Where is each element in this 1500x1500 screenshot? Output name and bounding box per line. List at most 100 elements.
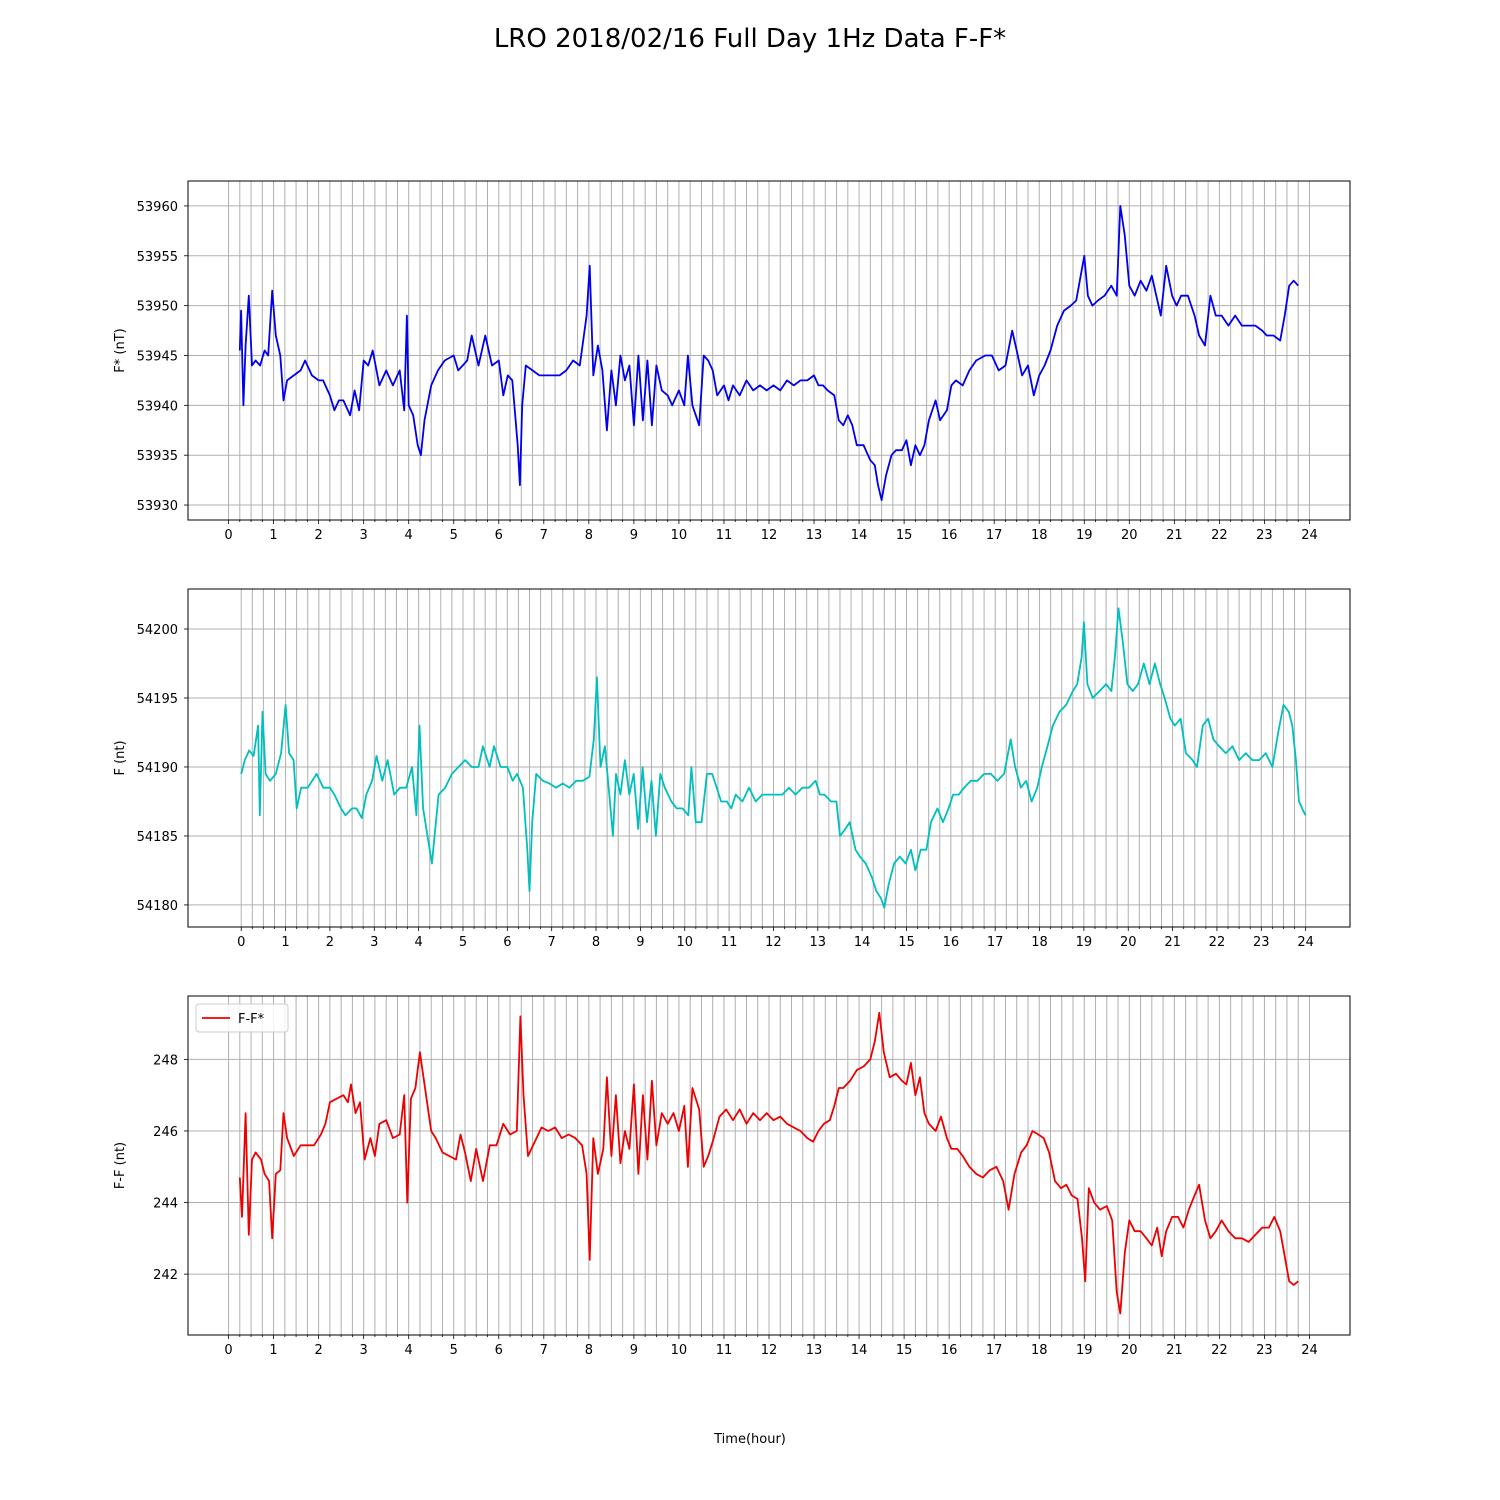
x-tick-label: 2 [314, 1343, 322, 1358]
f-star-y-axis-label: F* (nT) [113, 328, 128, 372]
x-tick-label: 13 [806, 1343, 823, 1358]
x-tick-label: 24 [1301, 1343, 1318, 1358]
x-tick-label: 5 [459, 935, 467, 950]
f-series-line [240, 607, 1307, 909]
x-tick-label: 22 [1211, 1343, 1228, 1358]
y-tick-label: 248 [153, 1053, 178, 1068]
y-tick-label: 54190 [137, 761, 178, 776]
y-tick-label: 53930 [137, 499, 178, 514]
x-tick-label: 1 [269, 1343, 277, 1358]
f-minus-f-star-y-axis-label: F-F (nt) [113, 1142, 128, 1189]
x-tick-label: 14 [851, 1343, 868, 1358]
x-tick-label: 18 [1031, 1343, 1048, 1358]
y-tick-label: 53950 [137, 300, 178, 315]
x-tick-label: 12 [765, 935, 782, 950]
x-tick-label: 23 [1256, 1343, 1273, 1358]
x-tick-label: 8 [585, 1343, 593, 1358]
x-tick-label: 2 [326, 935, 334, 950]
x-tick-label: 18 [1031, 528, 1048, 543]
x-tick-label: 10 [676, 935, 693, 950]
x-tick-label: 15 [896, 1343, 913, 1358]
x-tick-label: 3 [370, 935, 378, 950]
x-tick-label: 0 [224, 1343, 232, 1358]
y-tick-label: 54200 [137, 623, 178, 638]
x-tick-label: 16 [941, 1343, 958, 1358]
legend-box [195, 1003, 289, 1033]
x-tick-label: 9 [630, 1343, 638, 1358]
y-tick-label: 54195 [137, 692, 178, 707]
x-tick-label: 11 [716, 1343, 733, 1358]
legend: F-F* [195, 1003, 289, 1033]
x-tick-label: 22 [1211, 528, 1228, 543]
x-tick-label: 14 [854, 935, 871, 950]
x-tick-label: 24 [1301, 528, 1318, 543]
x-tick-label: 20 [1121, 528, 1138, 543]
x-tick-label: 23 [1253, 935, 1270, 950]
x-tick-label: 19 [1076, 1343, 1093, 1358]
x-tick-label: 23 [1256, 528, 1273, 543]
x-tick-label: 12 [761, 528, 778, 543]
x-tick-label: 13 [806, 528, 823, 543]
x-tick-label: 19 [1076, 935, 1093, 950]
x-tick-label: 5 [450, 1343, 458, 1358]
x-tick-label: 16 [943, 935, 960, 950]
x-tick-label: 3 [360, 1343, 368, 1358]
y-tick-label: 54185 [137, 830, 178, 845]
f-y-axis-label: F (nt) [113, 740, 128, 775]
x-tick-label: 21 [1164, 935, 1181, 950]
x-tick-label: 6 [495, 1343, 503, 1358]
x-tick-label: 7 [548, 935, 556, 950]
x-tick-label: 17 [987, 935, 1004, 950]
x-tick-label: 11 [721, 935, 738, 950]
x-tick-label: 17 [986, 528, 1003, 543]
panel-f: 0 1 2 3 4 5 6 7 8 9 10 11 12 13 14 15 16 17 18 19 20 21 22 23 24… [113, 588, 1351, 950]
x-tick-label: 24 [1297, 935, 1314, 950]
x-tick-label: 6 [503, 935, 511, 950]
x-tick-label: 15 [896, 528, 913, 543]
y-tick-label: 53940 [137, 399, 178, 414]
f-axes-frame [187, 588, 1351, 928]
x-tick-label: 8 [592, 935, 600, 950]
x-tick-label: 12 [761, 1343, 778, 1358]
x-tick-label: 0 [237, 935, 245, 950]
x-tick-label: 4 [405, 1343, 413, 1358]
y-tick-label: 54180 [137, 899, 178, 914]
f-star-series-line [238, 205, 1299, 501]
x-tick-label: 18 [1031, 935, 1048, 950]
x-tick-label: 9 [636, 935, 644, 950]
x-tick-label: 10 [671, 1343, 688, 1358]
x-tick-label: 2 [314, 528, 322, 543]
x-tick-label: 21 [1166, 1343, 1183, 1358]
y-tick-label: 53935 [137, 449, 178, 464]
x-tick-label: 15 [898, 935, 915, 950]
panel-f-minus-f-star: 0 1 2 3 4 5 6 7 8 9 10 11 12 13 14 15 16 17 18 19 20 21 22 23 24… [113, 995, 1351, 1358]
y-tick-label: 246 [153, 1125, 178, 1140]
x-tick-label: 17 [986, 1343, 1003, 1358]
x-tick-label: 14 [851, 528, 868, 543]
legend-label: F-F* [238, 1012, 265, 1027]
x-tick-label: 22 [1209, 935, 1226, 950]
y-tick-label: 53955 [137, 250, 178, 265]
x-tick-label: 10 [671, 528, 688, 543]
x-tick-label: 1 [281, 935, 289, 950]
panel-f-star: 0 1 2 3 4 5 6 7 8 9 10 11 12 13 14 15 16 17 18 19 20 21 22 23 24… [113, 180, 1351, 543]
x-tick-label: 7 [540, 528, 548, 543]
x-tick-label: 21 [1166, 528, 1183, 543]
x-tick-label: 0 [224, 528, 232, 543]
y-tick-label: 244 [153, 1197, 178, 1212]
x-tick-label: 9 [630, 528, 638, 543]
x-tick-label: 4 [405, 528, 413, 543]
y-tick-label: 242 [153, 1268, 178, 1283]
x-tick-label: 4 [414, 935, 422, 950]
x-tick-label: 11 [716, 528, 733, 543]
x-axis-label: Time(hour) [714, 1432, 786, 1447]
x-tick-label: 6 [495, 528, 503, 543]
x-tick-label: 3 [360, 528, 368, 543]
x-tick-label: 16 [941, 528, 958, 543]
y-tick-label: 53960 [137, 200, 178, 215]
figure-title: LRO 2018/02/16 Full Day 1Hz Data F-F* [493, 24, 1007, 54]
y-tick-label: 53945 [137, 349, 178, 364]
x-tick-label: 8 [585, 528, 593, 543]
x-tick-label: 7 [540, 1343, 548, 1358]
